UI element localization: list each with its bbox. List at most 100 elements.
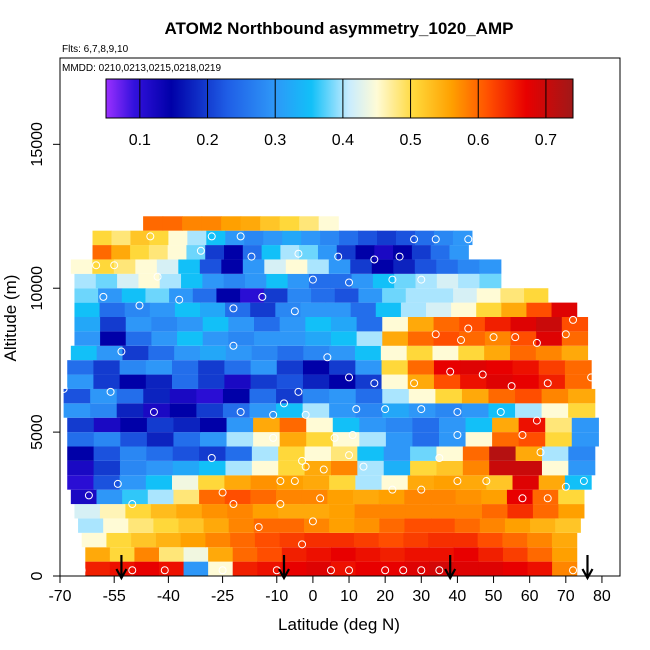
heatmap-cell bbox=[117, 273, 139, 289]
heatmap-cell bbox=[199, 446, 227, 461]
heatmap-cell bbox=[116, 403, 144, 418]
sample-point bbox=[605, 451, 614, 460]
heatmap-cell bbox=[354, 345, 382, 361]
heatmap-cell bbox=[484, 331, 512, 346]
heatmap-cell bbox=[257, 547, 283, 562]
sample-point bbox=[453, 477, 462, 486]
x-axis: -70 -55 -40 -25 -10 0 10 20 30 40 50 60 70 80 bbox=[48, 576, 611, 605]
heatmap-cell bbox=[67, 475, 95, 490]
heatmap-cell bbox=[183, 561, 209, 576]
heatmap-cell bbox=[250, 489, 277, 505]
sample-point bbox=[59, 491, 68, 500]
heatmap-cell bbox=[551, 302, 578, 317]
heatmap-cell bbox=[92, 245, 112, 260]
heatmap-cell bbox=[381, 374, 409, 389]
heatmap-cell bbox=[532, 504, 559, 519]
heatmap-cell bbox=[225, 446, 253, 461]
heatmap-cell bbox=[411, 245, 432, 260]
heatmap-cell bbox=[330, 331, 358, 346]
heatmap-cell bbox=[332, 417, 360, 433]
sample-point bbox=[431, 330, 440, 339]
heatmap-cell bbox=[119, 374, 147, 389]
heatmap-cell bbox=[452, 230, 473, 246]
heatmap-cell bbox=[78, 518, 104, 533]
heatmap-cell bbox=[502, 561, 529, 576]
heatmap-cell bbox=[206, 230, 226, 246]
heatmap-cell bbox=[276, 360, 304, 375]
heatmap-cell bbox=[228, 317, 255, 332]
heatmap-cell bbox=[99, 504, 126, 519]
chart-title: ATOM2 Northbound asymmetry_1020_AMP bbox=[165, 19, 514, 38]
heatmap-cell bbox=[433, 374, 461, 389]
heatmap-cell bbox=[232, 547, 258, 562]
heatmap-cell bbox=[359, 417, 387, 433]
heatmap-cell bbox=[407, 360, 435, 375]
heatmap-cell bbox=[201, 216, 222, 231]
heatmap-cell bbox=[455, 489, 482, 505]
sample-point bbox=[153, 272, 162, 281]
sample-point bbox=[149, 407, 158, 416]
sample-point bbox=[276, 500, 285, 509]
heatmap-cell bbox=[304, 446, 332, 461]
heatmap-cell bbox=[158, 561, 185, 576]
heatmap-cell bbox=[232, 561, 258, 576]
x-tick-label: -70 bbox=[48, 588, 71, 605]
heatmap-cell bbox=[254, 317, 281, 332]
heatmap-cell bbox=[479, 259, 502, 274]
heatmap-cell bbox=[200, 417, 228, 433]
sample-point bbox=[489, 333, 498, 342]
heatmap-cell bbox=[93, 432, 121, 447]
heatmap-cell bbox=[109, 547, 136, 562]
heatmap-cell bbox=[536, 331, 563, 346]
heatmap-cell bbox=[146, 417, 175, 433]
heatmap-cell bbox=[287, 288, 312, 303]
heatmap-cell bbox=[178, 259, 201, 274]
flight-arrows bbox=[115, 555, 594, 581]
heatmap-cell bbox=[279, 331, 306, 346]
flight-arrow bbox=[278, 555, 290, 581]
sample-point bbox=[334, 252, 343, 261]
heatmap-cell bbox=[538, 475, 566, 490]
heatmap-cell bbox=[198, 374, 225, 389]
heatmap-cell bbox=[257, 561, 283, 576]
heatmap-cell bbox=[121, 288, 147, 303]
heatmap-cell bbox=[67, 374, 95, 389]
heatmap-cell bbox=[355, 561, 381, 576]
heatmap-cell bbox=[67, 432, 95, 447]
heatmap-cell bbox=[119, 360, 147, 375]
heatmap-cell bbox=[116, 388, 144, 404]
heatmap-cell bbox=[407, 317, 435, 332]
heatmap-cell bbox=[174, 345, 201, 361]
sample-point bbox=[381, 405, 390, 414]
heatmap-cell bbox=[500, 288, 525, 303]
sample-point bbox=[196, 246, 205, 255]
heatmap-cell bbox=[70, 345, 98, 361]
sample-point bbox=[110, 261, 119, 270]
heatmap-cell bbox=[410, 446, 438, 461]
heatmap-cell bbox=[279, 432, 307, 447]
heatmap-cell bbox=[301, 489, 328, 505]
heatmap-cell bbox=[476, 302, 502, 317]
heatmap-cell bbox=[130, 230, 151, 246]
heatmap-cell bbox=[251, 345, 279, 361]
sample-point bbox=[345, 451, 354, 460]
sample-point bbox=[294, 249, 303, 258]
heatmap-cell bbox=[202, 331, 229, 346]
heatmap-cell bbox=[148, 245, 169, 260]
heatmap-cell bbox=[385, 417, 414, 433]
sample-point bbox=[301, 462, 310, 471]
sample-point bbox=[345, 278, 354, 287]
heatmap-cell bbox=[484, 317, 512, 332]
heatmap-cell bbox=[329, 475, 356, 490]
heatmap-cell bbox=[515, 446, 543, 461]
heatmap-cell bbox=[330, 561, 357, 576]
heatmap-cell bbox=[263, 230, 283, 246]
heatmap-cell bbox=[350, 302, 377, 317]
heatmap-cell bbox=[280, 245, 300, 260]
heatmap-cell bbox=[145, 288, 170, 303]
flight-arrow bbox=[581, 555, 594, 581]
heatmap-cell bbox=[277, 345, 304, 361]
colorbar-tick-label: 0.5 bbox=[399, 132, 421, 149]
heatmap-cell bbox=[334, 288, 360, 303]
sample-point bbox=[359, 462, 368, 471]
